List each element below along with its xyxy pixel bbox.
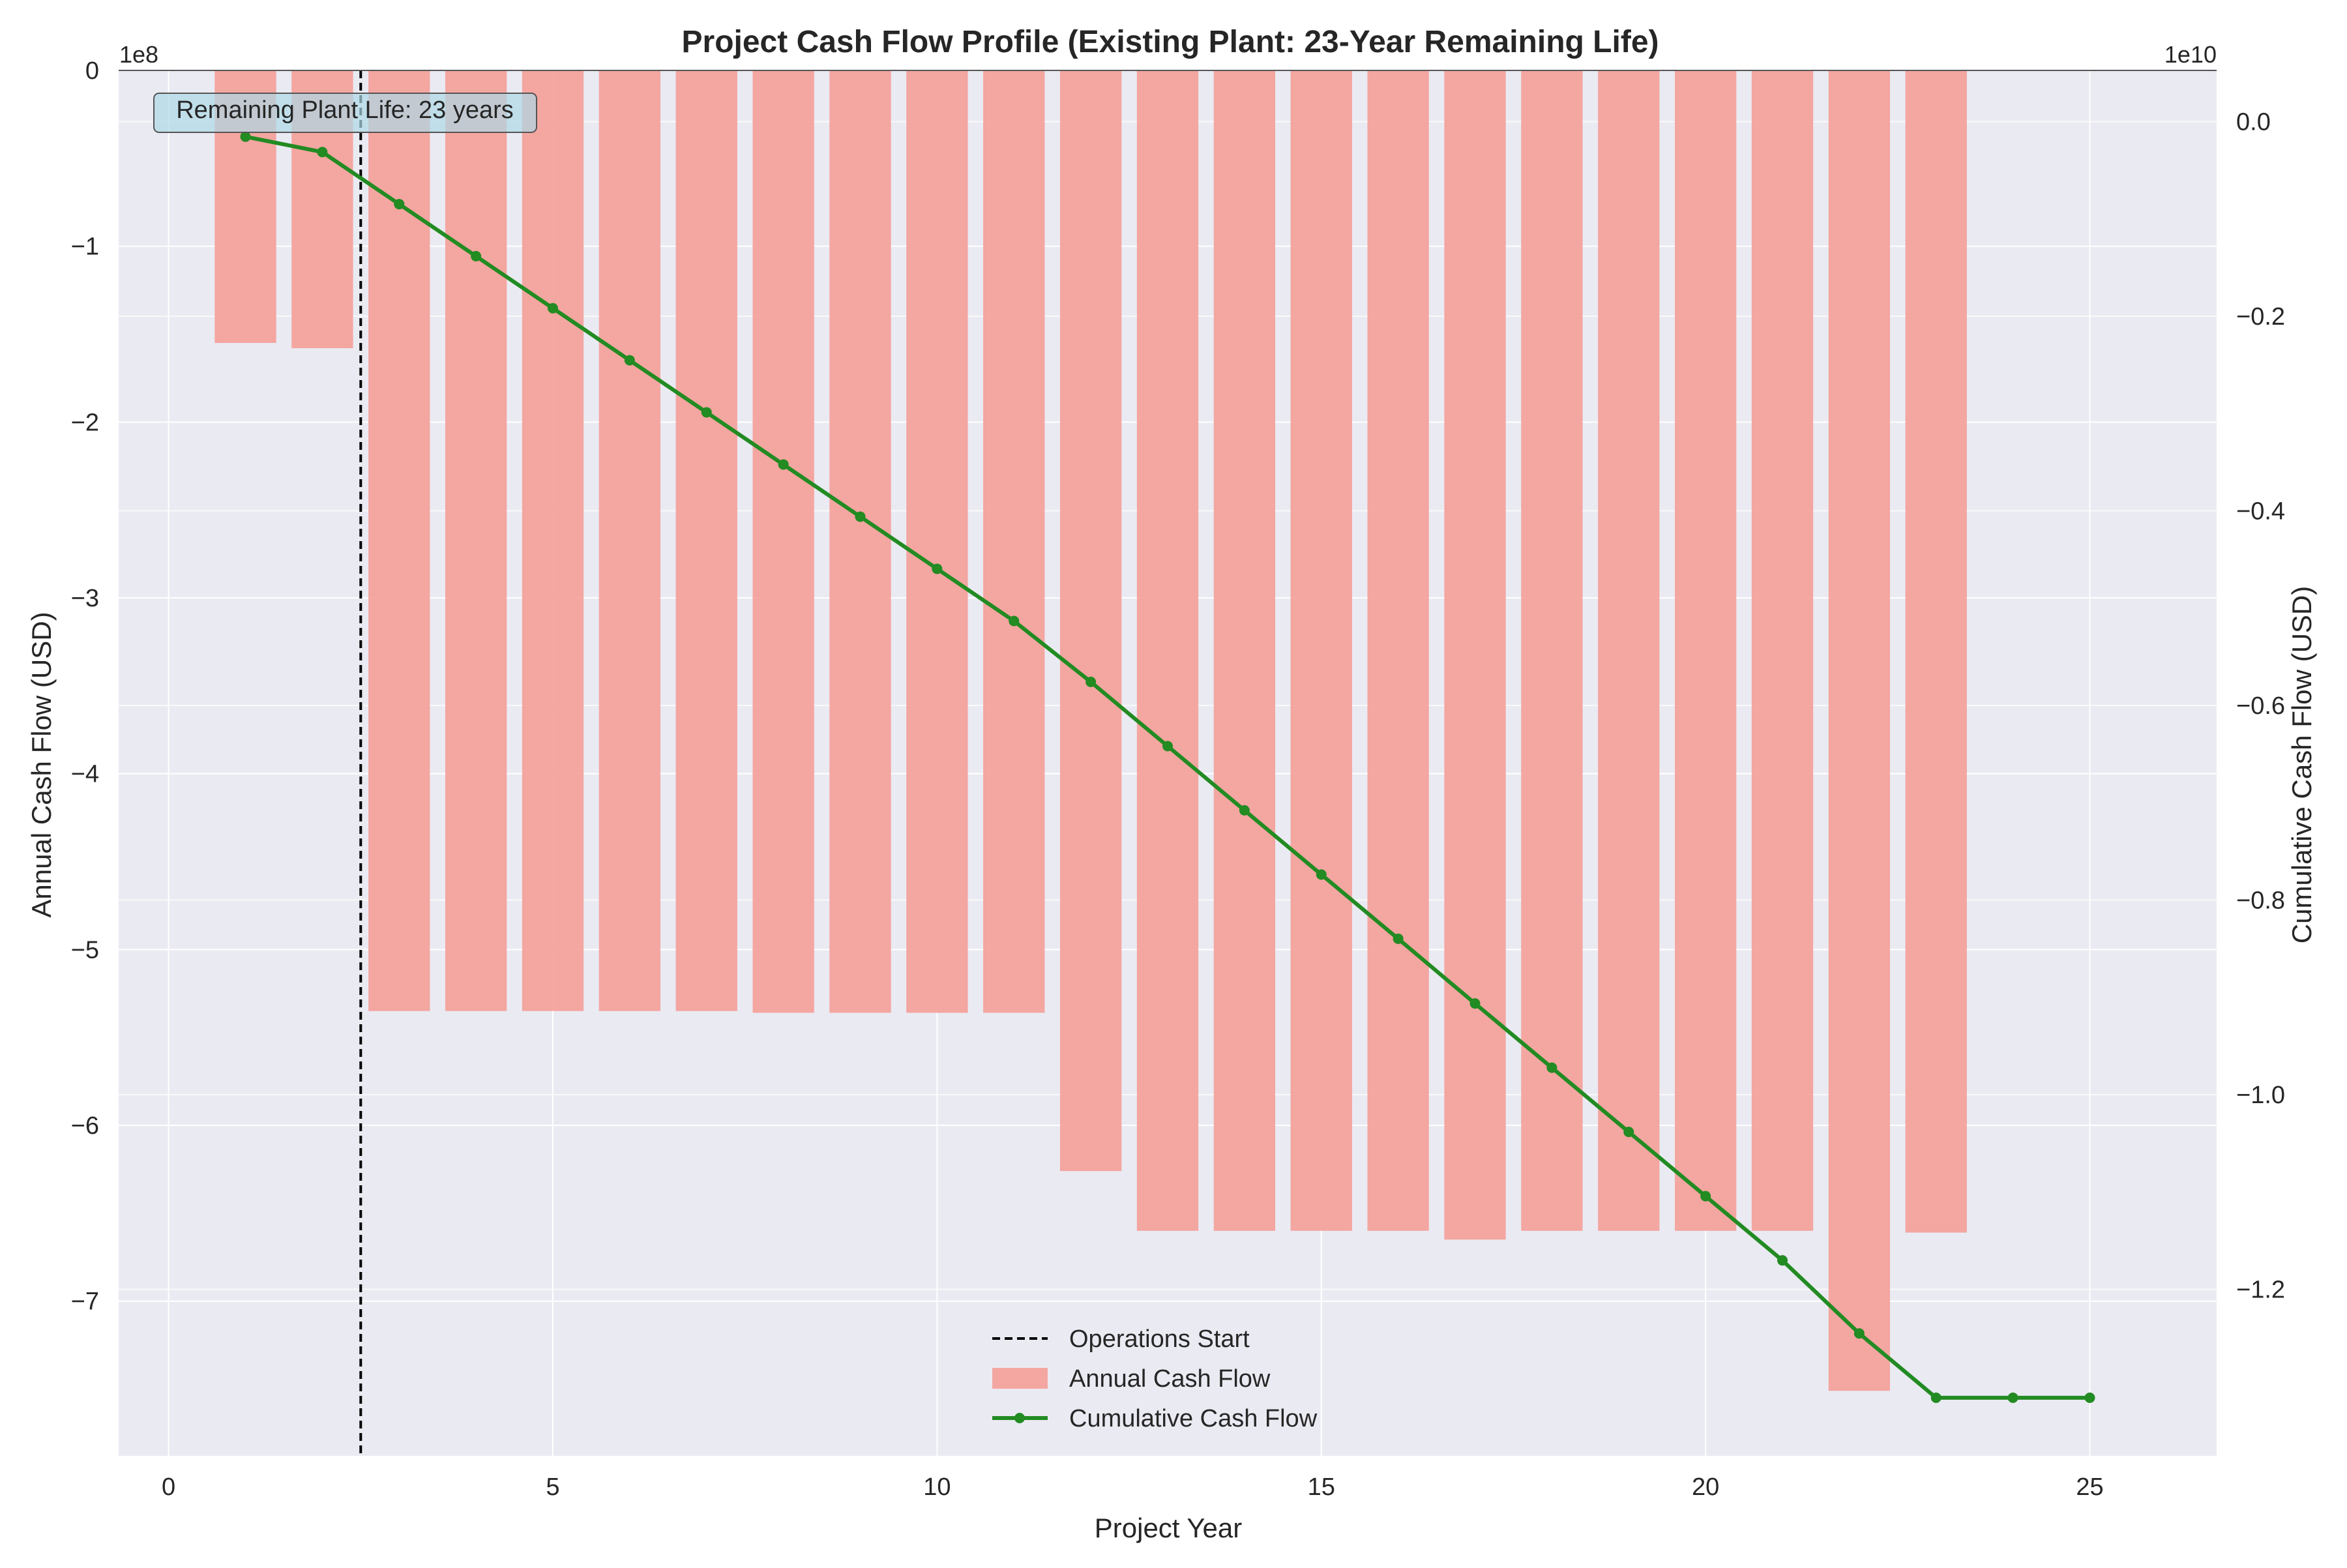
cumulative-cash-flow-point [1623,1127,1634,1138]
annual-cash-flow-bar [1751,70,1814,1231]
cumulative-cash-flow-point [1085,676,1097,687]
left-tick-label: −3 [71,585,99,612]
x-tick-label: 25 [2076,1473,2103,1501]
cumulative-cash-flow-point [1853,1328,1865,1339]
cumulative-cash-flow-point [240,131,251,142]
cumulative-cash-flow-point [778,459,789,470]
annual-cash-flow-bar [1444,70,1506,1240]
chart-title: Project Cash Flow Profile (Existing Plan… [682,25,1659,59]
cumulative-cash-flow-points [240,131,2095,1403]
cumulative-cash-flow-point [1930,1392,1941,1403]
cumulative-cash-flow-point [1316,869,1327,880]
legend: Operations Start Annual Cash Flow Cumula… [992,1325,1318,1432]
left-tick-label: −5 [71,936,99,964]
legend-item-operations-start: Operations Start [992,1325,1250,1353]
left-tick-label: −1 [71,233,99,261]
legend-label-operations-start: Operations Start [1069,1325,1250,1353]
annual-cash-flow-bars [214,70,1967,1391]
annual-cash-flow-bar [445,70,507,1011]
left-tick-label: 0 [85,57,99,85]
left-axis-ticks: 0 −1 −2 −3 −4 −5 −6 −7 [71,57,99,1316]
legend-swatch-cumulative-marker [1014,1413,1025,1423]
cumulative-cash-flow-point [547,303,558,314]
cumulative-cash-flow-point [1393,933,1404,944]
annotation-text: Remaining Plant Life: 23 years [176,96,514,124]
left-axis-label: Annual Cash Flow (USD) [26,612,57,917]
cumulative-cash-flow-point [624,355,635,366]
legend-item-cumulative-cash-flow: Cumulative Cash Flow [992,1405,1318,1432]
x-tick-label: 20 [1692,1473,1719,1501]
right-tick-label: 0.0 [2236,109,2271,136]
right-tick-label: −1.2 [2236,1276,2285,1303]
right-axis-label: Cumulative Cash Flow (USD) [2286,586,2317,943]
cumulative-cash-flow-point [701,407,712,418]
cumulative-cash-flow-point [2007,1392,2018,1403]
left-tick-label: −7 [71,1288,99,1316]
right-axis-ticks: 0.0 −0.2 −0.4 −0.6 −0.8 −1.0 −1.2 [2236,109,2285,1304]
cumulative-cash-flow-point [1546,1062,1557,1073]
annual-cash-flow-bar [752,70,814,1013]
x-axis-ticks: 0 5 10 15 20 25 [162,1473,2104,1501]
annual-cash-flow-bar [368,70,430,1011]
cumulative-cash-flow-point [1777,1255,1788,1266]
annual-cash-flow-bar [675,70,737,1011]
legend-label-annual-cash-flow: Annual Cash Flow [1069,1365,1271,1393]
legend-item-annual-cash-flow: Annual Cash Flow [992,1365,1271,1393]
left-tick-label: −6 [71,1112,99,1140]
annual-cash-flow-bar [1290,70,1352,1231]
cumulative-cash-flow-point [394,199,405,210]
x-tick-label: 10 [923,1473,951,1501]
cumulative-cash-flow-point [317,147,328,158]
right-tick-label: −0.4 [2236,497,2285,525]
annual-cash-flow-bar [1136,70,1199,1231]
remaining-life-annotation: Remaining Plant Life: 23 years [153,93,537,133]
cumulative-cash-flow-point [932,563,943,574]
cumulative-cash-flow-point [855,511,866,522]
annual-cash-flow-bar [829,70,891,1013]
annual-cash-flow-bar [598,70,661,1011]
annual-cash-flow-bar [906,70,968,1013]
cumulative-cash-flow-point [1700,1191,1711,1202]
cumulative-cash-flow-point [1009,615,1020,627]
left-tick-label: −2 [71,409,99,436]
legend-swatch-annual-cash-flow [992,1368,1048,1389]
annual-cash-flow-bar [983,70,1045,1013]
cumulative-cash-flow-point [1239,805,1250,816]
annual-cash-flow-bar [1828,70,1891,1391]
annual-cash-flow-bar [1905,70,1967,1233]
left-axis-scale-label: 1e8 [119,41,158,68]
x-tick-label: 0 [162,1473,175,1501]
right-tick-label: −0.8 [2236,887,2285,914]
annual-cash-flow-bar [1213,70,1276,1231]
cumulative-cash-flow-point [1469,998,1481,1009]
cumulative-cash-flow-point [1162,741,1173,752]
right-tick-label: −1.0 [2236,1082,2285,1109]
annual-cash-flow-bar [1367,70,1429,1231]
right-tick-label: −0.2 [2236,303,2285,331]
annotation-box [153,93,537,133]
annual-cash-flow-bar [1059,70,1122,1172]
x-tick-label: 5 [546,1473,559,1501]
annual-cash-flow-bar [1674,70,1737,1231]
cumulative-cash-flow-point [471,250,482,261]
annual-cash-flow-bar [1598,70,1660,1231]
legend-label-cumulative-cash-flow: Cumulative Cash Flow [1069,1405,1318,1432]
right-axis-scale-label: 1e10 [2164,41,2217,68]
right-tick-label: −0.6 [2236,692,2285,720]
cumulative-cash-flow-point [2084,1392,2095,1403]
left-tick-label: −4 [71,761,99,788]
x-axis-label: Project Year [1095,1513,1243,1543]
annual-cash-flow-bar [522,70,584,1011]
x-tick-label: 15 [1308,1473,1335,1501]
annual-cash-flow-bar [1521,70,1583,1231]
